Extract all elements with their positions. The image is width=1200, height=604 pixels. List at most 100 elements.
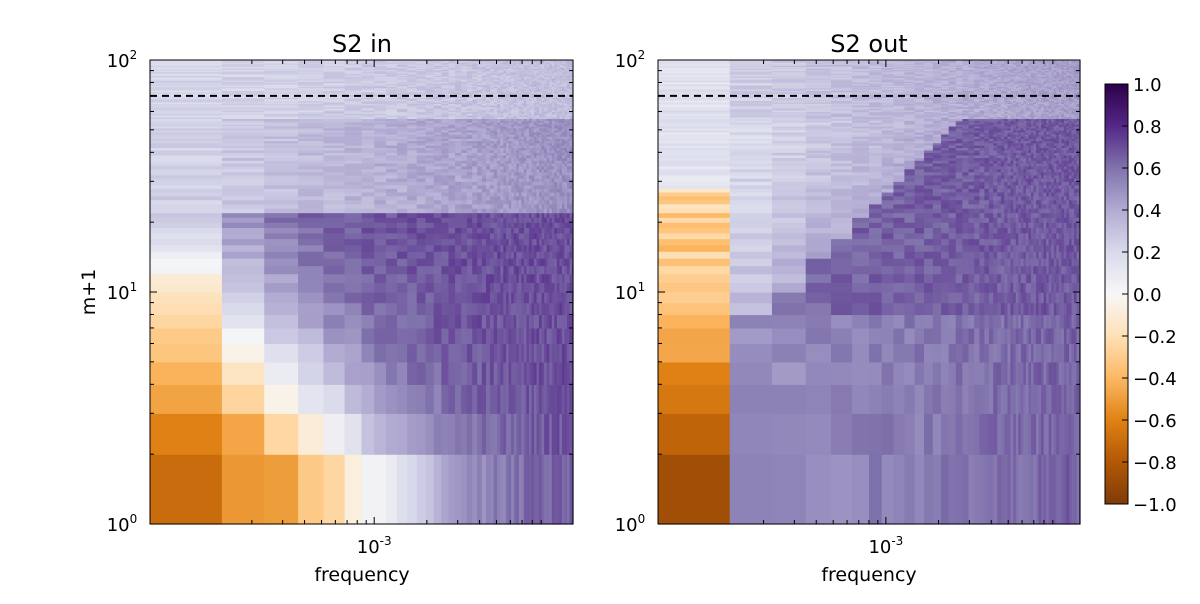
heatmap-cell xyxy=(323,133,346,137)
heatmap-cell xyxy=(150,181,223,186)
heatmap-cell xyxy=(264,343,299,363)
heatmap-cell xyxy=(526,123,530,127)
heatmap-cell xyxy=(221,157,265,161)
heatmap-cell xyxy=(361,72,375,75)
heatmap-cell xyxy=(526,87,530,90)
heatmap-cell xyxy=(493,149,498,153)
heatmap-cell xyxy=(433,178,442,182)
heatmap-cell xyxy=(528,217,533,223)
heatmap-cell xyxy=(559,160,563,164)
heatmap-cell xyxy=(264,114,299,118)
heatmap-cell xyxy=(344,70,363,73)
heatmap-cell xyxy=(385,71,398,74)
heatmap-cell xyxy=(526,81,530,84)
heatmap-cell xyxy=(551,106,555,109)
heatmap-cell xyxy=(554,72,558,75)
heatmap-cell xyxy=(150,76,223,79)
heatmap-cell xyxy=(221,108,265,111)
heatmap-cell xyxy=(433,131,442,135)
heatmap-cell xyxy=(323,93,346,96)
heatmap-cell xyxy=(516,100,520,103)
heatmap-cell xyxy=(361,106,375,109)
heatmap-cell xyxy=(518,83,522,86)
heatmap-cell xyxy=(561,78,566,81)
heatmap-cell xyxy=(551,140,555,144)
heatmap-cell xyxy=(298,91,325,94)
heatmap-cell xyxy=(472,232,478,240)
heatmap-cell xyxy=(497,116,501,120)
heatmap-cell xyxy=(472,86,478,89)
heatmap-cell xyxy=(433,83,442,86)
heatmap-cell xyxy=(407,78,418,81)
heatmap-cell xyxy=(518,74,522,76)
heatmap-cell xyxy=(513,244,517,252)
heatmap-cell xyxy=(546,69,550,72)
heatmap-cell xyxy=(523,74,527,76)
heatmap-cell xyxy=(541,282,545,293)
heatmap-cell xyxy=(511,109,515,113)
heatmap-cell xyxy=(567,273,571,283)
heatmap-cell xyxy=(531,120,535,123)
heatmap-cell xyxy=(448,227,456,234)
heatmap-cell xyxy=(551,178,555,182)
heatmap-cell xyxy=(534,140,538,144)
heatmap-cell xyxy=(416,87,427,90)
heatmap-cell xyxy=(433,95,442,98)
heatmap-cell xyxy=(506,76,510,79)
heatmap-cell xyxy=(472,140,478,144)
heatmap-cell xyxy=(489,140,495,144)
heatmap-cell xyxy=(500,162,504,167)
heatmap-cell xyxy=(481,191,487,197)
heatmap-cell xyxy=(554,80,558,82)
heatmap-cell xyxy=(518,100,522,103)
heatmap-cell xyxy=(497,140,501,144)
heatmap-cell xyxy=(466,82,473,85)
heatmap-cell xyxy=(416,82,427,85)
heatmap-cell xyxy=(549,145,553,149)
heatmap-cell xyxy=(441,129,450,133)
heatmap-cell xyxy=(441,94,450,97)
heatmap-cell xyxy=(534,227,538,234)
heatmap-cell xyxy=(526,75,530,77)
heatmap-cell xyxy=(344,111,363,114)
heatmap-cell xyxy=(481,70,487,73)
heatmap-cell xyxy=(559,98,563,101)
heatmap-cell xyxy=(477,273,483,283)
heatmap-cell xyxy=(385,162,398,167)
heatmap-cell xyxy=(564,203,568,209)
heatmap-cell xyxy=(344,97,363,100)
heatmap-cell xyxy=(481,113,487,116)
heatmap-cell xyxy=(221,101,265,105)
heatmap-cell xyxy=(344,74,363,76)
heatmap-cell xyxy=(528,181,533,186)
heatmap-cell xyxy=(546,109,550,113)
heatmap-cell xyxy=(374,138,387,142)
heatmap-cell xyxy=(534,68,538,71)
heatmap-cell xyxy=(534,123,538,127)
heatmap-cell xyxy=(472,113,478,116)
heatmap-cell xyxy=(374,74,387,76)
heatmap-cell xyxy=(546,222,550,228)
heatmap-cell xyxy=(518,104,522,108)
heatmap-cell xyxy=(541,95,545,98)
heatmap-cell xyxy=(374,195,387,201)
heatmap-cell xyxy=(544,184,548,189)
heatmap-cell xyxy=(221,265,265,275)
heatmap-cell xyxy=(559,199,563,205)
heatmap-cell xyxy=(344,113,363,116)
heatmap-cell xyxy=(541,314,545,329)
heatmap-cell xyxy=(536,145,540,149)
heatmap-cell xyxy=(569,123,573,127)
heatmap-cell xyxy=(541,81,545,84)
heatmap-cell xyxy=(323,222,346,228)
heatmap-cell xyxy=(561,212,566,218)
heatmap-cell xyxy=(374,327,387,345)
heatmap-cell xyxy=(523,114,527,118)
heatmap-cell xyxy=(396,384,408,414)
heatmap-cell xyxy=(528,178,533,182)
heatmap-cell xyxy=(526,100,530,103)
heatmap-cell xyxy=(493,282,498,293)
heatmap-cell xyxy=(407,232,418,240)
heatmap-cell xyxy=(493,327,498,345)
heatmap-cell xyxy=(523,70,527,73)
